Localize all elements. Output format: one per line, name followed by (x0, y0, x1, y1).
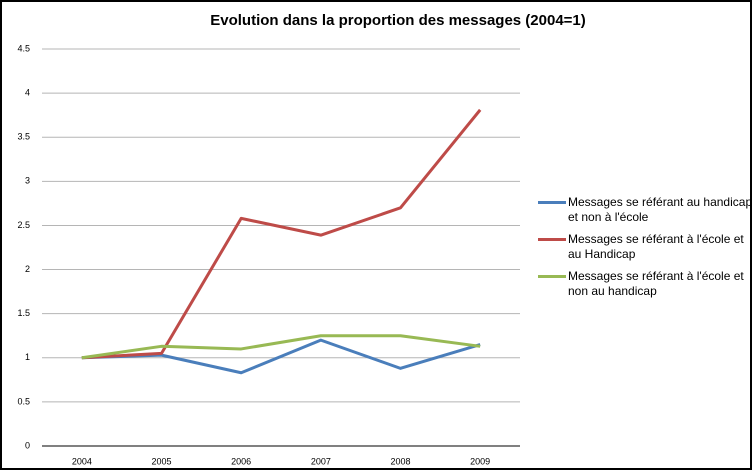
legend-item: Messages se référant à l'école et au Han… (538, 232, 752, 262)
y-tick-label: 1 (25, 352, 30, 362)
legend: Messages se référant au handicap et non … (538, 195, 752, 306)
chart-title: Evolution dans la proportion des message… (210, 12, 586, 29)
x-tick-label: 2009 (470, 456, 490, 466)
x-tick-label: 2006 (231, 456, 251, 466)
x-tick-label: 2007 (311, 456, 331, 466)
y-tick-label: 2.5 (17, 220, 30, 230)
legend-label: Messages se référant au handicap et non … (568, 195, 752, 224)
y-tick-label: 3.5 (17, 132, 30, 142)
x-tick-label: 2004 (72, 456, 92, 466)
legend-swatch (538, 275, 566, 278)
y-tick-label: 3 (25, 176, 30, 186)
x-tick-label: 2005 (151, 456, 171, 466)
y-tick-label: 0.5 (17, 396, 30, 406)
legend-swatch (538, 201, 566, 204)
y-tick-label: 1.5 (17, 308, 30, 318)
y-tick-label: 4.5 (17, 43, 30, 53)
legend-label: Messages se référant à l'école et non au… (568, 269, 744, 298)
legend-label: Messages se référant à l'école et au Han… (568, 232, 744, 261)
legend-swatch (538, 238, 566, 241)
legend-item: Messages se référant au handicap et non … (538, 195, 752, 225)
y-tick-label: 0 (25, 440, 30, 450)
series-line (81, 334, 481, 360)
y-tick-label: 4 (25, 87, 30, 97)
x-tick-label: 2008 (390, 456, 410, 466)
y-tick-label: 2 (25, 264, 30, 274)
series-line (81, 338, 481, 375)
legend-item: Messages se référant à l'école et non au… (538, 269, 752, 299)
series-line (81, 108, 482, 360)
